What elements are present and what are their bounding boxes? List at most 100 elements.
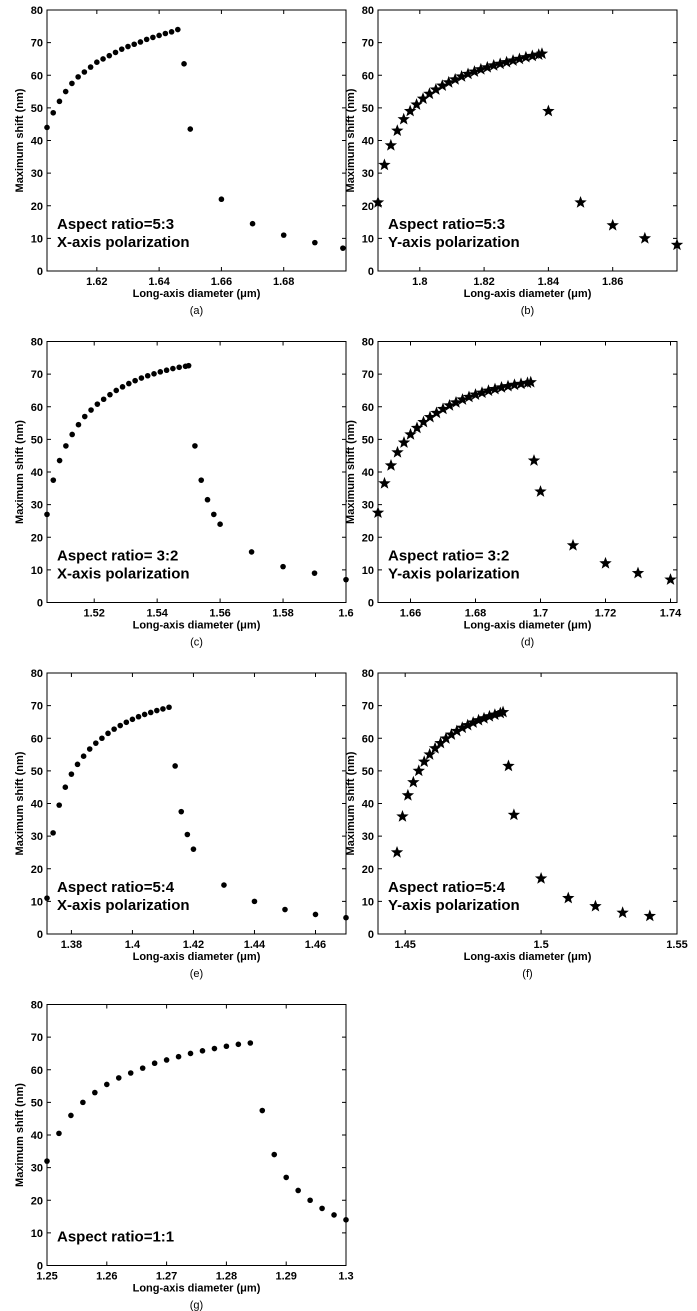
y-tick-label: 60 xyxy=(31,402,43,414)
dot-marker xyxy=(56,457,63,464)
x-tick-label: 1.68 xyxy=(465,608,486,620)
x-axis-label: Long-axis diameter (μm) xyxy=(464,620,592,632)
dot-marker xyxy=(151,370,157,377)
star-marker xyxy=(534,485,547,497)
y-axis-label: Maximum shift (nm) xyxy=(14,751,26,855)
star-marker xyxy=(643,909,656,922)
dot-marker xyxy=(131,41,138,48)
dot-marker xyxy=(187,126,194,132)
dot-marker xyxy=(251,898,258,905)
x-tick-label: 1.4 xyxy=(125,939,141,951)
dot-marker xyxy=(223,1043,230,1050)
star-marker xyxy=(391,445,404,458)
star-marker xyxy=(493,57,507,70)
dot-marker xyxy=(192,443,198,449)
annotation: Aspect ratio=5:4 xyxy=(388,879,506,896)
dot-marker xyxy=(151,1060,158,1067)
dot-marker xyxy=(132,377,138,384)
y-tick-label: 70 xyxy=(31,1032,43,1044)
y-tick-label: 20 xyxy=(31,532,43,544)
x-tick-label: 1.84 xyxy=(538,276,560,288)
star-marker xyxy=(616,906,629,919)
star-marker xyxy=(508,378,521,391)
star-marker xyxy=(488,382,502,395)
annotation: Y-axis polarization xyxy=(388,897,520,914)
dot-marker xyxy=(340,245,346,251)
star-marker xyxy=(500,55,513,68)
dot-marker xyxy=(157,369,164,375)
y-tick-label: 10 xyxy=(31,896,43,908)
star-marker xyxy=(397,112,410,125)
star-marker xyxy=(482,384,495,397)
star-marker xyxy=(481,60,494,73)
star-marker xyxy=(378,158,391,171)
dot-marker xyxy=(280,232,287,238)
y-tick-label: 70 xyxy=(362,38,374,50)
star-marker xyxy=(566,538,580,551)
dot-marker xyxy=(123,719,130,726)
y-tick-label: 20 xyxy=(362,864,374,876)
x-axis-label: Long-axis diameter (μm) xyxy=(133,288,261,300)
dot-marker xyxy=(118,46,125,52)
x-tick-label: 1.74 xyxy=(660,608,682,620)
dot-marker xyxy=(198,477,205,483)
plot-frame xyxy=(46,1004,347,1266)
star-marker xyxy=(407,775,420,788)
dot-marker xyxy=(218,196,225,203)
panel-label: (a) xyxy=(190,305,203,317)
star-marker xyxy=(456,393,469,405)
dot-marker xyxy=(112,49,119,56)
dot-marker xyxy=(163,367,170,374)
dot-marker xyxy=(100,396,107,403)
x-tick-label: 1.27 xyxy=(156,1271,177,1283)
dot-marker xyxy=(259,1107,266,1114)
y-tick-label: 20 xyxy=(31,1195,43,1207)
star-marker xyxy=(397,436,411,448)
y-axis-label: Maximum shift (nm) xyxy=(14,420,26,524)
dot-marker xyxy=(154,707,160,714)
star-marker xyxy=(390,845,404,858)
dot-marker xyxy=(307,1197,313,1204)
dot-marker xyxy=(312,239,318,246)
dot-marker xyxy=(75,421,82,428)
star-marker xyxy=(449,396,463,408)
y-tick-label: 30 xyxy=(31,168,43,180)
x-tick-label: 1.42 xyxy=(183,939,204,951)
dot-marker xyxy=(92,1089,98,1096)
y-tick-label: 30 xyxy=(362,168,374,180)
star-marker xyxy=(442,75,455,88)
star-marker xyxy=(670,238,684,251)
star-marker xyxy=(606,218,619,231)
star-marker xyxy=(519,50,533,63)
star-marker xyxy=(535,47,549,59)
star-marker xyxy=(514,377,528,390)
star-marker xyxy=(475,386,489,398)
y-tick-label: 20 xyxy=(362,201,374,213)
dot-marker xyxy=(113,387,120,394)
x-tick-label: 1.38 xyxy=(61,939,82,951)
dot-marker xyxy=(68,1112,74,1119)
star-marker xyxy=(434,736,447,749)
dot-marker xyxy=(168,29,175,35)
panel-label: (g) xyxy=(190,1300,203,1311)
y-tick-label: 40 xyxy=(362,799,374,811)
dot-marker xyxy=(331,1212,337,1218)
dot-marker xyxy=(68,771,75,777)
y-tick-label: 40 xyxy=(31,467,43,479)
dot-marker xyxy=(74,761,81,768)
dot-marker xyxy=(94,401,101,407)
x-tick-label: 1.56 xyxy=(209,608,230,620)
y-axis-label: Maximum shift (nm) xyxy=(345,751,357,855)
dot-marker xyxy=(69,431,75,438)
y-tick-label: 60 xyxy=(362,402,374,414)
y-tick-label: 0 xyxy=(368,266,374,278)
y-tick-label: 0 xyxy=(37,1261,43,1273)
panel-label: (e) xyxy=(190,968,203,980)
dot-marker xyxy=(126,380,132,387)
y-tick-label: 50 xyxy=(31,103,43,115)
dot-marker xyxy=(178,808,185,815)
y-axis-label: Maximum shift (nm) xyxy=(345,420,357,524)
dot-marker xyxy=(129,716,136,723)
star-marker xyxy=(532,48,545,60)
